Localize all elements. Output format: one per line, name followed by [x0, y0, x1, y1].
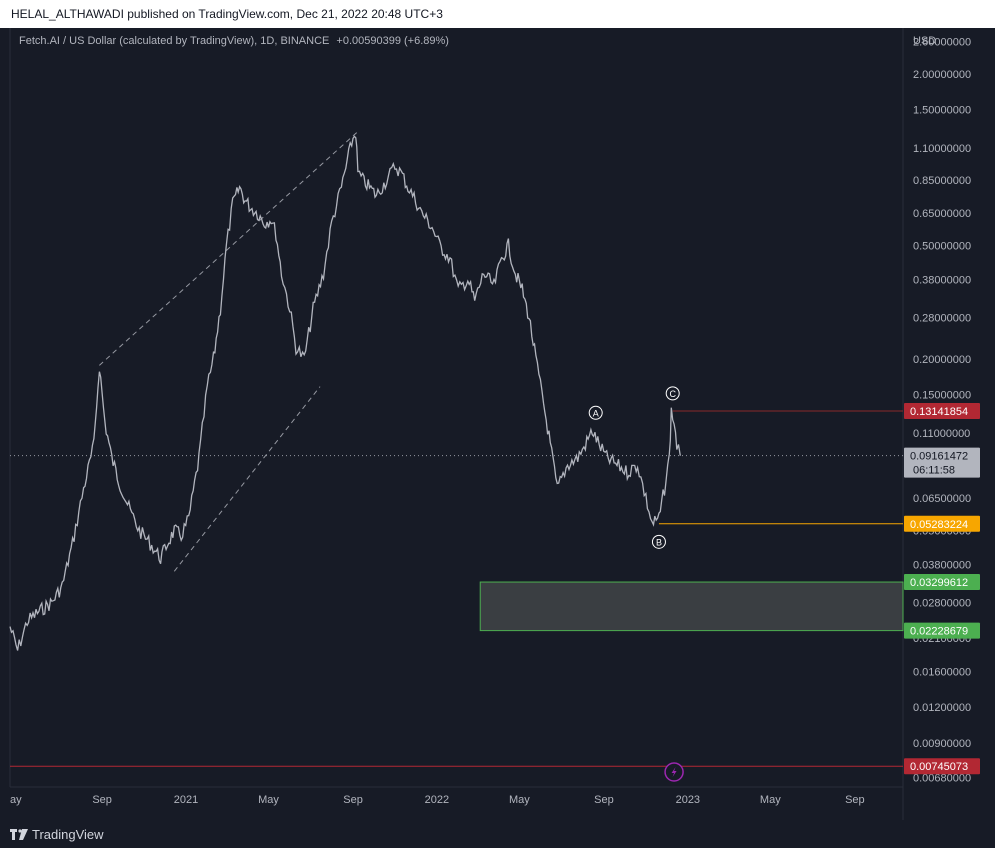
y-tick-label: 0.01600000: [913, 667, 971, 679]
y-tick-label: 0.03800000: [913, 560, 971, 572]
price-label-box-2: [904, 515, 980, 532]
wave-label-circle-C[interactable]: [665, 386, 680, 401]
wave-label-B[interactable]: B: [656, 537, 662, 547]
y-tick-label: 0.01200000: [913, 702, 971, 714]
chart-legend: Fetch.AI / US Dollar (calculated by Trad…: [19, 35, 449, 47]
y-tick-label: 0.11000000: [913, 428, 970, 440]
y-tick-label: 0.20000000: [913, 354, 971, 366]
channel-upper-line[interactable]: [99, 131, 358, 366]
price-label-3: 0.03299612: [910, 577, 968, 589]
price-label-1: 0.09161472: [910, 451, 968, 463]
y-tick-label: 0.85000000: [913, 175, 971, 187]
y-tick-label: 0.65000000: [913, 208, 971, 220]
y-tick-label: 2.00000000: [913, 69, 971, 81]
x-tick-label: 2022: [425, 794, 449, 806]
wave-label-circle-B[interactable]: [651, 534, 666, 549]
wave-label-C[interactable]: C: [669, 389, 676, 399]
x-tick-label: Sep: [343, 794, 363, 806]
footer-brand: TradingView: [32, 827, 104, 842]
legend-symbol: Fetch.AI / US Dollar (calculated by Trad…: [19, 35, 330, 47]
x-tick-label-first: ay: [10, 794, 22, 806]
price-label-countdown: 06:11:58: [913, 465, 955, 477]
support-zone[interactable]: [479, 581, 904, 632]
price-label-2: 0.05283224: [910, 519, 968, 531]
y-tick-label: 1.10000000: [913, 143, 971, 155]
x-tick-label: Sep: [92, 794, 112, 806]
price-label-4: 0.02228679: [910, 626, 968, 638]
x-tick-label: May: [509, 794, 530, 806]
wave-label-circle-A[interactable]: [588, 405, 603, 420]
wave-label-A[interactable]: A: [593, 408, 599, 418]
price-label-box-0: [904, 402, 980, 419]
currency-label: USD: [913, 35, 936, 47]
price-label-box-3: [904, 574, 980, 591]
y-tick-label: 0.50000000: [913, 241, 971, 253]
y-tick-label: 0.15000000: [913, 390, 971, 402]
price-label-5: 0.00745073: [910, 761, 968, 773]
legend-change: +0.00590399 (+6.89%): [336, 35, 449, 47]
publish-header: HELAL_ALTHAWADI published on TradingView…: [0, 0, 995, 28]
x-tick-label: May: [760, 794, 781, 806]
y-tick-label: 2.60000000: [913, 37, 971, 49]
tradingview-logo-icon: [10, 829, 28, 840]
x-tick-label: Sep: [845, 794, 865, 806]
x-tick-label: 2023: [676, 794, 700, 806]
price-label-box-1: [904, 447, 980, 478]
x-tick-label: May: [258, 794, 279, 806]
y-tick-label: 0.02800000: [913, 597, 971, 609]
x-tick-label: 2021: [174, 794, 198, 806]
y-tick-label: 0.38000000: [913, 275, 971, 287]
y-tick-label: 0.00900000: [913, 738, 971, 750]
price-label-box-5: [904, 758, 980, 775]
y-tick-label: 0.00680000: [913, 773, 971, 785]
chart-background: [0, 28, 995, 820]
y-tick-label: 0.06500000: [913, 493, 971, 505]
price-series-line[interactable]: [9, 135, 681, 651]
footer: TradingView: [0, 820, 995, 848]
price-label-0: 0.13141854: [910, 406, 968, 418]
y-tick-label: 0.28000000: [913, 312, 971, 324]
price-label-box-4: [904, 622, 980, 639]
published-line: HELAL_ALTHAWADI published on TradingView…: [11, 7, 443, 21]
x-tick-label: Sep: [594, 794, 614, 806]
y-tick-label: 1.50000000: [913, 105, 971, 117]
channel-lower-line[interactable]: [173, 386, 321, 572]
lightning-glyph-icon: [671, 767, 677, 777]
